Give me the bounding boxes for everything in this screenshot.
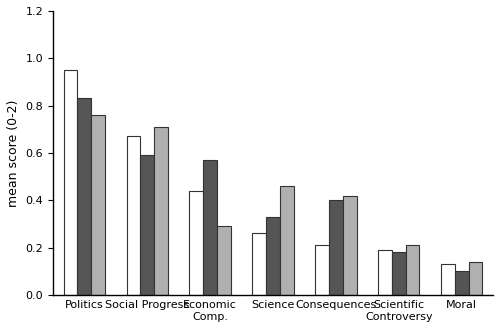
Bar (92, 115, 105, 295)
Bar (392, 252, 406, 295)
Bar (252, 233, 266, 295)
Bar (203, 160, 217, 295)
Bar (78, 98, 92, 295)
Y-axis label: mean score (0-2): mean score (0-2) (7, 99, 20, 207)
Bar (406, 245, 419, 295)
Bar (441, 264, 454, 295)
Bar (217, 226, 231, 295)
Bar (468, 262, 482, 295)
Bar (315, 245, 329, 295)
Bar (64, 70, 78, 295)
Bar (343, 195, 356, 295)
Bar (140, 155, 154, 295)
Bar (126, 136, 140, 295)
Bar (280, 186, 294, 295)
Bar (329, 200, 343, 295)
Bar (154, 127, 168, 295)
Bar (266, 217, 280, 295)
Bar (190, 191, 203, 295)
Bar (454, 271, 468, 295)
Bar (378, 250, 392, 295)
